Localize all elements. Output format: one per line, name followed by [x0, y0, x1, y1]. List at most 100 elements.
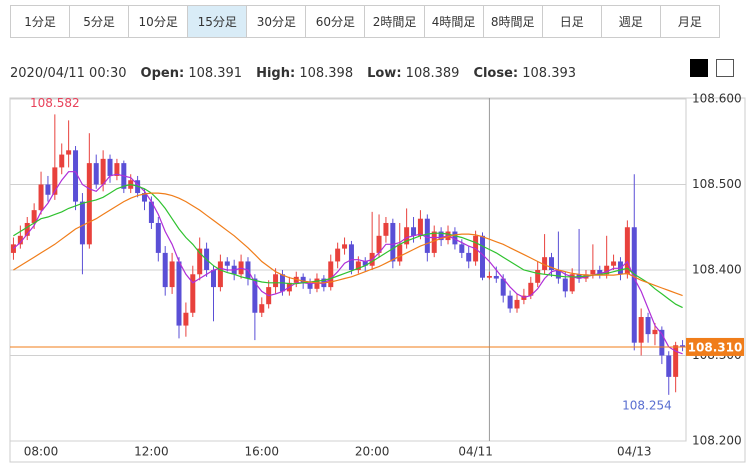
candle-body	[224, 261, 230, 266]
candle-body	[93, 163, 99, 185]
candle-body	[162, 252, 168, 288]
timeframe-tab[interactable]: 4時間足	[425, 6, 484, 37]
candle-body	[590, 270, 596, 275]
x-tick-label: 08:00	[24, 445, 59, 459]
y-tick-label: 108.500	[692, 177, 742, 191]
candle-body	[624, 227, 630, 275]
info-field-value: 108.398	[299, 66, 354, 81]
extreme-label: 108.254	[622, 398, 672, 412]
info-field-value: 108.393	[522, 66, 577, 81]
timeframe-tab[interactable]: 15分足	[188, 6, 248, 37]
timeframe-tab[interactable]: 週足	[602, 6, 661, 37]
extreme-label: 108.582	[30, 96, 80, 110]
candle-body	[314, 278, 320, 289]
candle-body	[300, 276, 306, 283]
candle-body	[535, 270, 541, 283]
candle-body	[52, 167, 58, 195]
timeframe-tab[interactable]: 10分足	[129, 6, 189, 37]
timeframe-tab[interactable]: 2時間足	[365, 6, 425, 37]
info-field-label: Open:	[140, 66, 185, 81]
candle-body	[466, 252, 472, 262]
x-tick-label: 12:00	[134, 445, 169, 459]
timeframe-tab[interactable]: 月足	[677, 15, 702, 29]
candle-body	[548, 257, 554, 270]
timeframe-tab[interactable]: 30分足	[247, 6, 307, 37]
candle-body	[66, 150, 72, 155]
info-field-label: Low:	[367, 66, 402, 81]
candle-body	[155, 222, 161, 253]
candle-body	[355, 261, 361, 270]
candle-body	[569, 274, 575, 292]
candle-body	[597, 270, 603, 275]
candle-body	[673, 345, 679, 377]
candle-body	[79, 201, 85, 245]
candle-body	[404, 227, 410, 245]
candle-body	[397, 244, 403, 262]
candle-body	[24, 222, 30, 236]
info-field-value: 108.389	[405, 66, 460, 81]
candle-body	[342, 244, 348, 249]
candle-body	[638, 317, 644, 343]
candle-body	[555, 270, 561, 279]
info-datetime: 2020/04/11 00:30	[10, 66, 127, 81]
timeframe-tab[interactable]: 日足	[543, 6, 602, 37]
candle-body	[210, 270, 216, 288]
candle-body	[376, 235, 382, 253]
y-tick-label: 108.200	[692, 434, 742, 448]
timeframe-tab[interactable]: 1分足	[11, 6, 71, 37]
candle-body	[17, 235, 23, 245]
candle-body	[631, 227, 637, 343]
candle-body	[459, 244, 465, 253]
info-field-label: Close:	[473, 66, 519, 81]
dark-theme-button[interactable]	[690, 59, 708, 77]
candle-body	[183, 312, 189, 326]
timeframe-tab[interactable]: 5分足	[70, 6, 130, 37]
moving-average-line	[13, 192, 683, 297]
candle-body	[59, 154, 65, 168]
candle-body	[652, 329, 658, 335]
candle-body	[169, 261, 175, 288]
ohlc-info: 2020/04/11 00:30 Open: 108.391 High: 108.3…	[10, 66, 576, 81]
candle-body	[604, 265, 610, 275]
candle-body	[73, 150, 79, 202]
candle-body	[107, 158, 113, 176]
candle-body	[438, 231, 444, 241]
candle-body	[500, 278, 506, 296]
candle-body	[645, 317, 651, 335]
candle-body	[217, 261, 223, 288]
candle-body	[383, 222, 389, 236]
candle-body	[390, 222, 396, 262]
candle-body	[680, 345, 686, 347]
candle-body	[562, 278, 568, 292]
current-price-label: 108.310	[688, 340, 743, 354]
candle-body	[452, 231, 458, 245]
x-tick-label: 04/13	[617, 445, 652, 459]
candle-body	[252, 278, 258, 313]
candle-body	[486, 275, 492, 278]
candle-body	[31, 210, 37, 223]
candle-body	[307, 282, 313, 289]
candle-body	[190, 274, 196, 313]
candle-body	[114, 163, 120, 176]
candle-body	[38, 184, 44, 211]
candle-body	[417, 218, 423, 236]
candle-body	[348, 244, 354, 270]
x-tick-label: 16:00	[244, 445, 279, 459]
candle-body	[666, 355, 672, 377]
timeframe-tab[interactable]: 8時間足	[484, 6, 543, 37]
candle-body	[86, 163, 92, 245]
candle-body	[335, 248, 341, 262]
moving-average-line	[13, 183, 683, 309]
x-tick-label: 04/11	[458, 445, 493, 459]
y-tick-label: 108.400	[692, 263, 742, 277]
light-theme-button[interactable]	[716, 59, 734, 77]
candle-body	[424, 218, 430, 253]
candle-body	[148, 201, 154, 223]
timeframe-tab[interactable]: 60分足	[306, 6, 366, 37]
candle-body	[142, 193, 148, 202]
candle-body	[659, 329, 665, 356]
candle-body	[480, 235, 486, 278]
candle-body	[528, 282, 534, 296]
candle-body	[611, 261, 617, 266]
